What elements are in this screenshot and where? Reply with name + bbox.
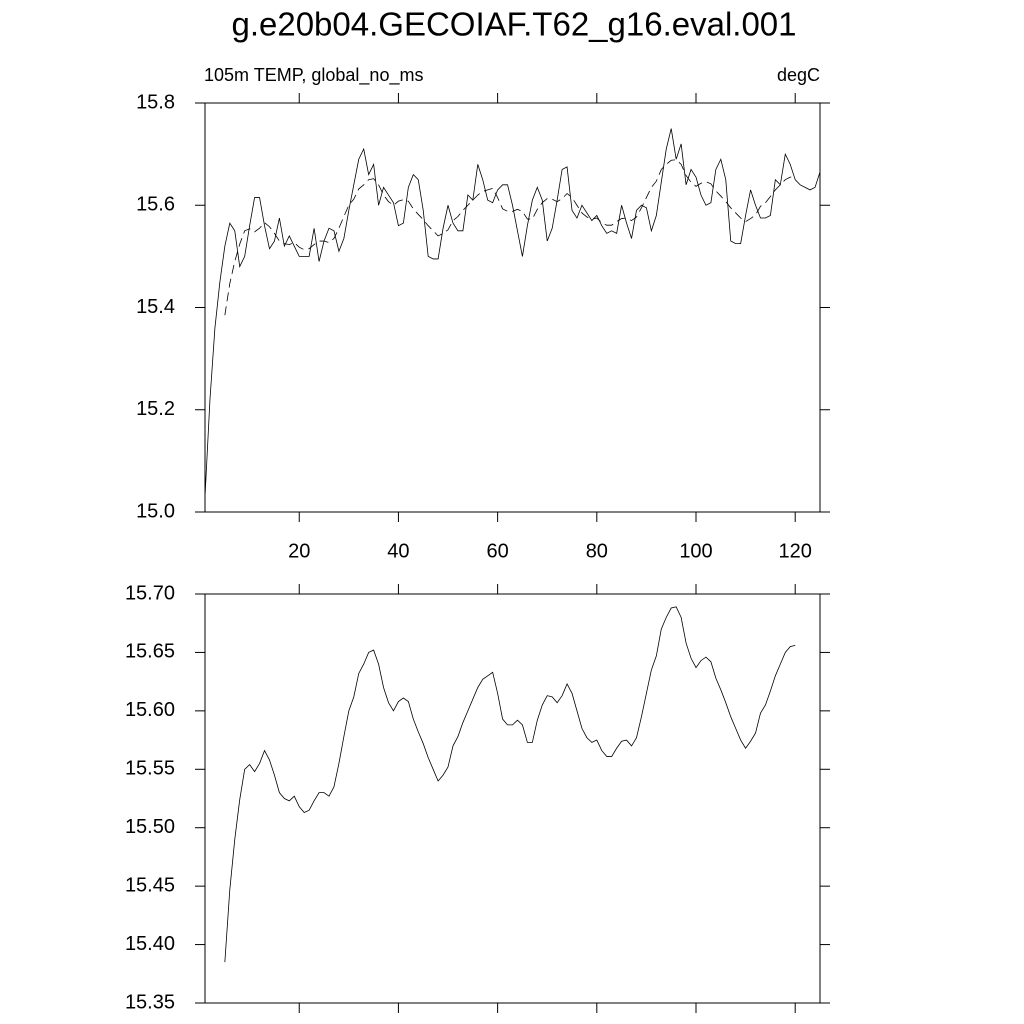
dashed-line xyxy=(224,159,796,316)
x-tick-label: 100 xyxy=(679,540,712,562)
y-tick-label: 15.8 xyxy=(136,91,175,113)
line xyxy=(204,128,821,497)
y-tick-label: 15.50 xyxy=(125,816,175,838)
y-tick-label: 15.55 xyxy=(125,758,175,780)
x-tick-label: 20 xyxy=(288,540,310,562)
y-tick-label: 15.40 xyxy=(125,933,175,955)
y-tick-label: 15.0 xyxy=(136,500,175,522)
x-tick-label: 120 xyxy=(779,540,812,562)
plot-frame xyxy=(204,593,821,1004)
y-tick-label: 15.65 xyxy=(125,641,175,663)
y-tick-label: 15.45 xyxy=(125,874,175,896)
subtitle-right: degC xyxy=(777,65,820,85)
y-tick-label: 15.2 xyxy=(136,398,175,420)
y-tick-label: 15.6 xyxy=(136,194,175,216)
x-tick-label: 80 xyxy=(586,540,608,562)
y-tick-label: 15.4 xyxy=(136,296,175,318)
x-tick-label: 60 xyxy=(486,540,508,562)
y-tick-label: 15.70 xyxy=(125,582,175,604)
line xyxy=(224,606,796,963)
subtitle-left: 105m TEMP, global_no_ms xyxy=(204,65,423,86)
plot-frame xyxy=(204,102,821,513)
y-tick-label: 15.35 xyxy=(125,991,175,1013)
y-tick-label: 15.60 xyxy=(125,699,175,721)
chart-title: g.e20b04.GECOIAF.T62_g16.eval.001 xyxy=(231,6,796,43)
x-tick-label: 40 xyxy=(387,540,409,562)
